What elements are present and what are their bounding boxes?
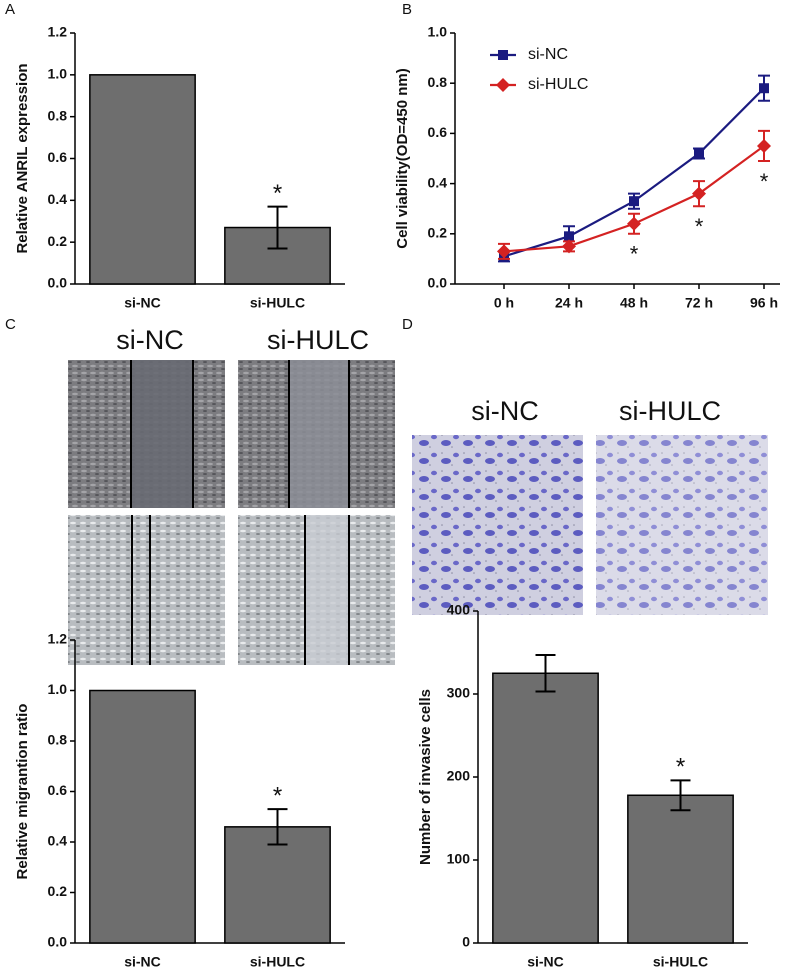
x-tick-label: 72 h bbox=[685, 295, 713, 311]
legend-marker bbox=[496, 78, 510, 92]
x-tick-label: si-NC bbox=[527, 954, 564, 970]
point bbox=[627, 216, 641, 231]
x-tick-label: 24 h bbox=[555, 295, 583, 311]
legend-label: si-HULC bbox=[528, 76, 588, 93]
y-tick-label: 100 bbox=[447, 851, 471, 867]
error-bar bbox=[535, 653, 556, 693]
scratch-gap bbox=[305, 515, 349, 665]
significance: * bbox=[676, 754, 685, 781]
legend-marker bbox=[498, 50, 508, 60]
bar bbox=[224, 826, 331, 944]
panel-label: B bbox=[402, 1, 412, 18]
chart: 0.0 0.2 0.4 0.6 0.8 1.0 Cell viability(OD=450 … bbox=[394, 24, 780, 311]
y-tick-label: 0.4 bbox=[48, 833, 68, 849]
image-label: si-HULC bbox=[619, 396, 721, 426]
panel-label: D bbox=[402, 316, 413, 333]
y-tick-label: 400 bbox=[447, 602, 471, 618]
x-tick-label: si-NC bbox=[124, 954, 161, 970]
y-axis-title: Relative migrantion ratio bbox=[14, 704, 31, 880]
y-tick-label: 200 bbox=[447, 768, 471, 784]
y-tick-label: 0.6 bbox=[48, 782, 68, 798]
chart: 0.0 0.2 0.4 0.6 0.8 1.0 1.2 Relative migrantion… bbox=[14, 631, 345, 970]
image-label: si-HULC bbox=[267, 325, 369, 355]
point bbox=[757, 138, 771, 153]
bar bbox=[627, 794, 734, 944]
x-tick-label: si-HULC bbox=[653, 954, 708, 970]
migration-images: si-NC si-HULC bbox=[68, 325, 395, 665]
point bbox=[759, 83, 769, 94]
y-tick-label: 1.0 bbox=[48, 66, 68, 82]
x-tick-label: 0 h bbox=[494, 295, 514, 311]
scratch-gap bbox=[131, 360, 193, 508]
y-tick-label: 1.0 bbox=[428, 24, 448, 40]
y-tick-label: 0.4 bbox=[428, 174, 448, 190]
image-label: si-NC bbox=[471, 396, 539, 426]
y-tick-label: 1.2 bbox=[48, 631, 68, 647]
chart: 0.0 0.2 0.4 0.6 0.8 1.0 1.2 Relative ANRIL expr… bbox=[14, 24, 345, 311]
significance: * bbox=[273, 180, 282, 207]
y-tick-label: 1.0 bbox=[48, 681, 68, 697]
y-tick-label: 0.2 bbox=[48, 233, 68, 249]
scratch-lines bbox=[130, 360, 350, 665]
point bbox=[497, 244, 511, 259]
y-axis-title: Relative ANRIL expression bbox=[14, 63, 31, 253]
point bbox=[629, 196, 639, 207]
bar bbox=[89, 74, 196, 285]
error-bar bbox=[670, 779, 691, 812]
significance: * bbox=[273, 783, 282, 810]
significance: * bbox=[630, 242, 639, 267]
y-tick-label: 1.2 bbox=[48, 24, 68, 40]
image-label: si-NC bbox=[116, 325, 184, 355]
point bbox=[692, 186, 706, 201]
y-tick-label: 300 bbox=[447, 685, 471, 701]
panel-label: C bbox=[5, 316, 16, 333]
error-bar bbox=[267, 205, 288, 250]
x-tick-label: 96 h bbox=[750, 295, 778, 311]
error-bar bbox=[267, 808, 288, 846]
x-tick-label: si-HULC bbox=[250, 954, 305, 970]
micrograph bbox=[596, 435, 768, 615]
y-tick-label: 0.2 bbox=[48, 883, 68, 899]
bar bbox=[89, 689, 196, 944]
point bbox=[564, 231, 574, 242]
panel-label: A bbox=[5, 1, 15, 18]
y-tick-label: 0.6 bbox=[428, 124, 448, 140]
y-tick-label: 0.8 bbox=[428, 74, 448, 90]
x-tick-label: si-NC bbox=[124, 295, 161, 311]
x-tick-label: si-HULC bbox=[250, 295, 305, 311]
chart: 0 100 200 300 400 Number of invasive cells si-… bbox=[417, 602, 748, 970]
y-tick-label: 0.6 bbox=[48, 149, 68, 165]
y-tick-label: 0.0 bbox=[428, 275, 448, 291]
y-tick-label: 0.0 bbox=[48, 934, 68, 950]
y-tick-label: 0.0 bbox=[48, 275, 68, 291]
point bbox=[694, 148, 704, 159]
y-axis-title: Cell viability(OD=450 nm) bbox=[394, 68, 411, 248]
y-tick-label: 0 bbox=[462, 934, 470, 950]
y-tick-label: 0.8 bbox=[48, 107, 68, 123]
micrograph bbox=[68, 515, 225, 665]
legend-label: si-NC bbox=[528, 46, 568, 63]
y-tick-label: 0.2 bbox=[428, 225, 448, 241]
y-tick-label: 0.8 bbox=[48, 732, 68, 748]
point bbox=[562, 239, 576, 254]
invasion-images: si-NC si-HULC bbox=[412, 396, 768, 615]
bar bbox=[492, 672, 599, 944]
scratch-gap bbox=[289, 360, 349, 508]
y-axis-title: Number of invasive cells bbox=[417, 689, 434, 865]
micrograph bbox=[412, 435, 583, 615]
significance: * bbox=[760, 169, 769, 194]
x-tick-label: 48 h bbox=[620, 295, 648, 311]
y-tick-label: 0.4 bbox=[48, 191, 68, 207]
significance: * bbox=[695, 214, 704, 239]
